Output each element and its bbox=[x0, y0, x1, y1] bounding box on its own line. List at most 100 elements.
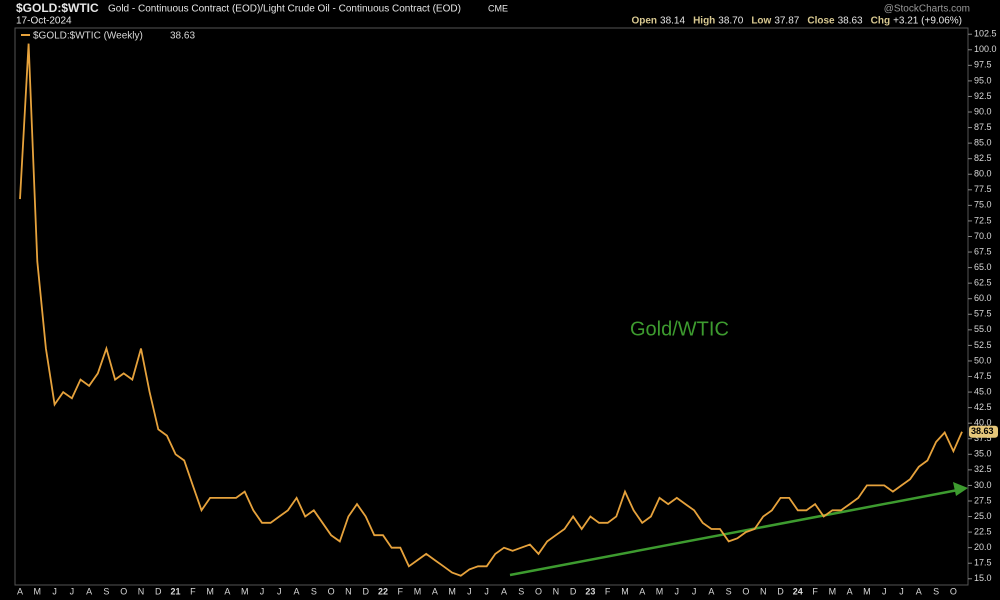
x-tick-label: J bbox=[467, 586, 472, 596]
x-tick-label: S bbox=[103, 586, 109, 596]
x-tick-label: F bbox=[190, 586, 196, 596]
x-tick-label: M bbox=[241, 586, 249, 596]
y-tick-label: 17.5 bbox=[974, 558, 992, 568]
y-tick-label: 75.0 bbox=[974, 200, 992, 210]
x-tick-label: S bbox=[518, 586, 524, 596]
y-tick-label: 65.0 bbox=[974, 262, 992, 272]
x-tick-label: M bbox=[621, 586, 629, 596]
x-tick-label: O bbox=[120, 586, 127, 596]
x-tick-label: S bbox=[311, 586, 317, 596]
x-tick-label: A bbox=[432, 586, 438, 596]
y-tick-label: 47.5 bbox=[974, 371, 992, 381]
exchange: CME bbox=[488, 3, 508, 13]
x-tick-label: S bbox=[933, 586, 939, 596]
x-tick-label: M bbox=[414, 586, 422, 596]
symbol: $GOLD:$WTIC bbox=[16, 1, 99, 15]
y-tick-label: 20.0 bbox=[974, 542, 992, 552]
x-tick-label: O bbox=[742, 586, 749, 596]
x-tick-label: A bbox=[86, 586, 92, 596]
x-tick-label: F bbox=[812, 586, 818, 596]
y-tick-label: 35.0 bbox=[974, 449, 992, 459]
series-line bbox=[19, 43, 963, 577]
x-tick-label: 22 bbox=[378, 586, 388, 596]
x-tick-label: J bbox=[882, 586, 887, 596]
y-tick-label: 95.0 bbox=[974, 75, 992, 85]
quote-label: High bbox=[693, 16, 715, 27]
y-tick-label: 90.0 bbox=[974, 106, 992, 116]
y-tick-label: 97.5 bbox=[974, 60, 992, 70]
y-tick-label: 15.0 bbox=[974, 573, 992, 583]
y-tick-label: 37.5 bbox=[974, 433, 992, 443]
quote-value: +3.21 (+9.06%) bbox=[893, 16, 962, 27]
x-tick-label: O bbox=[535, 586, 542, 596]
x-tick-label: J bbox=[899, 586, 904, 596]
y-tick-label: 72.5 bbox=[974, 215, 992, 225]
y-tick-label: 27.5 bbox=[974, 495, 992, 505]
plot-frame bbox=[14, 27, 969, 586]
x-tick-label: M bbox=[448, 586, 456, 596]
legend-last-value: 38.63 bbox=[170, 31, 195, 42]
y-tick-label: 82.5 bbox=[974, 153, 992, 163]
quote-label: Chg bbox=[871, 16, 890, 27]
y-tick-label: 80.0 bbox=[974, 169, 992, 179]
quote-value: 37.87 bbox=[774, 16, 799, 27]
x-tick-label: J bbox=[52, 586, 57, 596]
x-tick-label: F bbox=[605, 586, 611, 596]
x-tick-label: M bbox=[656, 586, 664, 596]
y-tick-label: 62.5 bbox=[974, 278, 992, 288]
x-tick-label: D bbox=[155, 586, 162, 596]
x-tick-label: A bbox=[294, 586, 300, 596]
x-tick-label: A bbox=[224, 586, 230, 596]
quote-label: Open bbox=[631, 16, 657, 27]
x-tick-label: N bbox=[760, 586, 767, 596]
trend-arrowhead bbox=[953, 482, 968, 496]
y-tick-label: 42.5 bbox=[974, 402, 992, 412]
x-tick-label: O bbox=[328, 586, 335, 596]
x-tick-label: 23 bbox=[585, 586, 595, 596]
y-tick-label: 102.5 bbox=[974, 29, 997, 39]
source: @StockCharts.com bbox=[884, 4, 970, 15]
x-tick-label: S bbox=[726, 586, 732, 596]
y-tick-label: 60.0 bbox=[974, 293, 992, 303]
x-tick-label: N bbox=[553, 586, 560, 596]
x-tick-label: D bbox=[362, 586, 369, 596]
y-tick-label: 100.0 bbox=[974, 44, 997, 54]
x-tick-label: O bbox=[950, 586, 957, 596]
x-tick-label: J bbox=[277, 586, 282, 596]
y-tick-label: 67.5 bbox=[974, 246, 992, 256]
quote-label: Low bbox=[751, 16, 771, 27]
y-tick-label: 87.5 bbox=[974, 122, 992, 132]
x-tick-label: D bbox=[570, 586, 577, 596]
y-tick-label: 22.5 bbox=[974, 526, 992, 536]
quote-value: 38.14 bbox=[660, 16, 685, 27]
quote-label: Close bbox=[807, 16, 835, 27]
x-tick-label: A bbox=[847, 586, 853, 596]
x-tick-label: A bbox=[17, 586, 23, 596]
y-tick-label: 52.5 bbox=[974, 340, 992, 350]
description: Gold - Continuous Contract (EOD)/Light C… bbox=[108, 4, 461, 15]
last-value-label: 38.63 bbox=[971, 426, 994, 436]
x-tick-label: N bbox=[138, 586, 145, 596]
x-tick-label: D bbox=[777, 586, 784, 596]
x-tick-label: N bbox=[345, 586, 352, 596]
y-tick-label: 85.0 bbox=[974, 138, 992, 148]
y-tick-label: 70.0 bbox=[974, 231, 992, 241]
y-tick-label: 50.0 bbox=[974, 355, 992, 365]
y-tick-label: 92.5 bbox=[974, 91, 992, 101]
x-tick-label: A bbox=[501, 586, 507, 596]
x-tick-label: M bbox=[863, 586, 871, 596]
x-tick-label: M bbox=[829, 586, 837, 596]
x-tick-label: J bbox=[70, 586, 75, 596]
x-tick-label: J bbox=[260, 586, 265, 596]
x-tick-label: A bbox=[708, 586, 714, 596]
x-tick-label: J bbox=[484, 586, 489, 596]
y-tick-label: 40.0 bbox=[974, 418, 992, 428]
x-tick-label: J bbox=[692, 586, 697, 596]
x-tick-label: 21 bbox=[171, 586, 181, 596]
x-tick-label: M bbox=[206, 586, 214, 596]
last-value-tag bbox=[969, 425, 998, 438]
x-tick-label: J bbox=[675, 586, 680, 596]
y-tick-label: 45.0 bbox=[974, 386, 992, 396]
annotation: Gold/WTIC bbox=[630, 318, 729, 340]
